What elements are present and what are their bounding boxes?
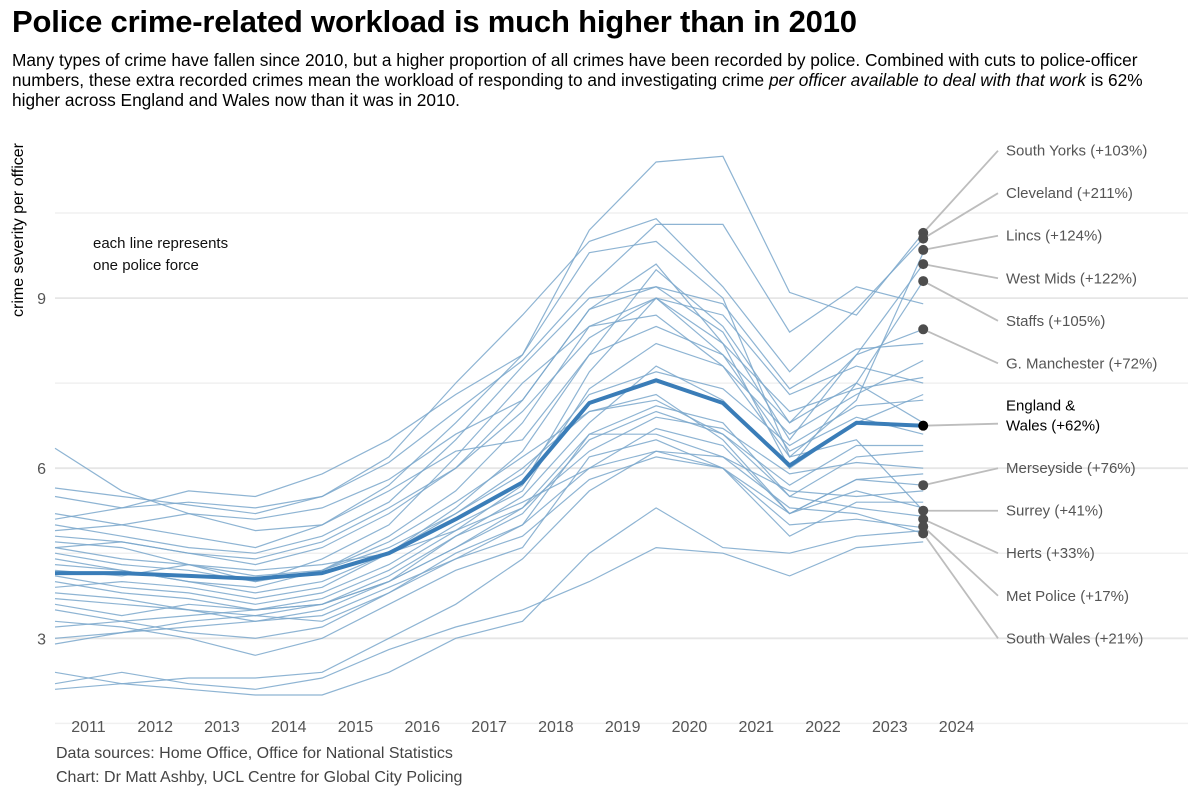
caption-author: Chart: Dr Matt Ashby, UCL Centre for Glo… <box>56 769 463 786</box>
force-line <box>54 218 924 515</box>
x-tick-label: 2021 <box>738 719 774 736</box>
force-line <box>54 263 924 566</box>
force-label: West Mids (+122%) <box>1006 270 1137 287</box>
end-dot <box>918 244 929 255</box>
x-tick-label: 2014 <box>271 719 307 736</box>
x-tick-label: 2020 <box>672 719 708 736</box>
x-tick-label: 2019 <box>605 719 641 736</box>
force-line <box>54 325 924 600</box>
label-leader <box>922 532 999 639</box>
end-dot <box>918 514 929 525</box>
x-tick-label: 2015 <box>338 719 374 736</box>
force-line <box>54 263 924 554</box>
chart-title: Police crime-related workload is much hi… <box>12 4 857 39</box>
force-label: Lincs (+124%) <box>1006 228 1102 245</box>
annotation-line-1: each line represents <box>93 235 228 252</box>
force-line <box>54 297 924 617</box>
end-dot <box>918 528 929 539</box>
force-label: Merseyside (+76%) <box>1006 460 1136 477</box>
force-lines <box>54 155 924 696</box>
end-dot <box>918 324 929 335</box>
y-tick-label: 3 <box>37 631 46 648</box>
force-line <box>54 223 924 520</box>
force-label: Herts (+33%) <box>1006 545 1095 562</box>
x-tick-label: 2011 <box>71 719 106 736</box>
force-line <box>54 155 924 509</box>
force-line <box>54 240 924 549</box>
force-line <box>54 433 924 611</box>
end-dot <box>918 276 929 287</box>
force-line <box>54 297 924 583</box>
force-labels: South Yorks (+103%) Cleveland (+211%) Linc… <box>1006 143 1157 648</box>
force-label: Cleveland (+211%) <box>1006 185 1133 202</box>
y-axis-label: crime severity per officer <box>10 142 27 317</box>
end-dot <box>918 505 929 516</box>
force-label: South Wales (+21%) <box>1006 630 1143 647</box>
force-label: Surrey (+41%) <box>1006 503 1103 520</box>
label-leader <box>923 467 999 487</box>
label-leader <box>922 328 999 365</box>
label-leader <box>922 280 999 322</box>
force-line <box>54 439 924 656</box>
force-line <box>54 507 924 696</box>
force-line <box>54 450 924 577</box>
label-leader <box>922 150 999 234</box>
label-leaders <box>922 150 999 639</box>
x-axis-ticks: 2011 2012 2013 2014 2015 2016 2017 2018 2019 2020… <box>71 719 974 736</box>
x-tick-label: 2013 <box>204 719 240 736</box>
y-tick-label: 6 <box>37 461 46 478</box>
force-label: South Yorks (+103%) <box>1006 143 1147 160</box>
national-end-dot <box>918 420 929 431</box>
chart-subtitle: Many types of crime have fallen since 20… <box>12 50 1192 110</box>
national-label-leader <box>923 422 999 427</box>
national-line-group <box>55 378 924 581</box>
end-dot <box>918 480 929 491</box>
force-line <box>54 371 924 577</box>
force-label: Met Police (+17%) <box>1006 588 1129 605</box>
force-line <box>54 286 924 532</box>
x-tick-label: 2018 <box>538 719 574 736</box>
label-leader <box>923 234 999 251</box>
force-label: G. Manchester (+72%) <box>1006 355 1157 372</box>
label-leader <box>923 263 999 280</box>
national-line <box>55 378 924 581</box>
force-line <box>54 416 924 628</box>
label-leader <box>922 518 999 555</box>
x-tick-label: 2022 <box>805 719 841 736</box>
subtitle-part-2: is 62% higher across England and Wales n… <box>12 70 1143 110</box>
x-tick-label: 2024 <box>939 719 975 736</box>
x-tick-label: 2017 <box>471 719 507 736</box>
force-line <box>54 541 924 690</box>
force-line <box>54 268 924 532</box>
national-label-line-2: Wales (+62%) <box>1006 418 1100 435</box>
label-leader <box>922 525 999 597</box>
end-dots <box>918 227 929 539</box>
force-label: Staffs (+105%) <box>1006 313 1105 330</box>
x-tick-label: 2016 <box>405 719 441 736</box>
force-line <box>54 399 924 594</box>
caption-sources: Data sources: Home Office, Office for Na… <box>56 745 453 762</box>
force-line <box>54 410 924 622</box>
y-tick-label: 9 <box>37 291 46 308</box>
force-line <box>54 450 924 685</box>
label-leader <box>922 192 999 240</box>
force-line <box>54 297 924 560</box>
force-line <box>54 405 924 639</box>
end-dot <box>918 259 929 270</box>
end-dot <box>918 233 929 244</box>
national-label-line-1: England & <box>1006 398 1075 415</box>
force-line <box>54 427 924 645</box>
annotation-line-2: one police force <box>93 257 199 274</box>
subtitle-part-1: Many types of crime have fallen since 20… <box>12 50 1138 90</box>
force-line <box>54 456 924 639</box>
x-tick-label: 2023 <box>872 719 908 736</box>
force-line <box>54 314 924 588</box>
x-tick-label: 2012 <box>137 719 173 736</box>
y-axis-ticks: 3 6 9 <box>37 291 46 648</box>
subtitle-italic: per officer available to deal with that … <box>768 70 1086 90</box>
